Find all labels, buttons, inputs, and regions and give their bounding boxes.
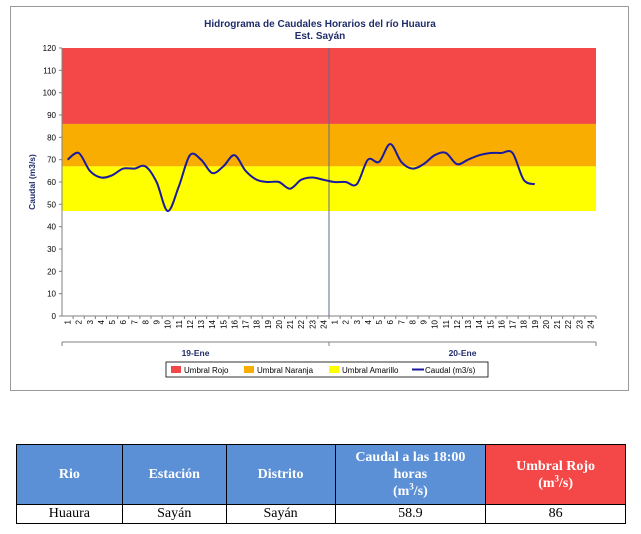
legend-swatch — [171, 366, 181, 373]
header-caudal: Caudal a las 18:00 horas (m3/s) — [334, 444, 487, 505]
header-estacion: Estación — [121, 444, 227, 505]
x-tick-label: 15 — [219, 319, 228, 328]
x-tick-label: 8 — [408, 319, 417, 324]
x-tick-label: 1 — [331, 319, 340, 324]
y-axis-label: Caudal (m3/s) — [27, 154, 37, 210]
chart-title: Hidrograma de Caudales Horarios del río … — [204, 19, 436, 30]
header-distrito: Distrito — [225, 444, 336, 505]
x-tick-label: 19 — [264, 319, 273, 328]
x-tick-label: 9 — [420, 319, 429, 324]
x-tick-label: 24 — [319, 319, 328, 328]
legend-box — [165, 361, 489, 378]
y-tick-label: 90 — [47, 111, 56, 120]
x-tick-label: 3 — [353, 319, 362, 324]
x-tick-label: 12 — [186, 319, 195, 328]
x-tick-label: 18 — [253, 319, 262, 328]
y-tick-label: 80 — [47, 133, 56, 142]
x-tick-label: 22 — [564, 319, 573, 328]
x-tick-label: 10 — [164, 319, 173, 328]
legend-label: Caudal (m3/s) — [425, 366, 476, 375]
x-tick-label: 20 — [542, 319, 551, 328]
station-table: Rio Estación Distrito Caudal a las 18:00… — [16, 444, 626, 524]
y-tick-label: 70 — [47, 156, 56, 165]
x-tick-label: 21 — [286, 319, 295, 328]
hydrograph-chart: Hidrograma de Caudales Horarios del río … — [27, 19, 597, 378]
y-tick-label: 50 — [47, 200, 56, 209]
legend-label: Umbral Rojo — [184, 366, 229, 375]
x-tick-label: 10 — [431, 319, 440, 328]
legend-label: Umbral Amarillo — [342, 366, 399, 375]
x-tick-label: 15 — [486, 319, 495, 328]
x-tick-label: 8 — [141, 319, 150, 324]
x-tick-label: 11 — [442, 319, 451, 328]
x-tick-label: 6 — [119, 319, 128, 324]
header-umbral-rojo: Umbral Rojo (m3/s) — [485, 444, 626, 505]
x-tick-label: 7 — [397, 319, 406, 324]
x-tick-label: 9 — [153, 319, 162, 324]
y-tick-label: 120 — [43, 44, 57, 53]
x-tick-label: 13 — [197, 319, 206, 328]
series-line-caudal — [66, 143, 536, 213]
x-tick-label: 6 — [386, 319, 395, 324]
x-tick-label: 14 — [208, 319, 217, 328]
y-tick-label: 10 — [47, 290, 56, 299]
x-tick-label: 21 — [553, 319, 562, 328]
x-tick-label: 22 — [297, 319, 306, 328]
cell-umbral: 86 — [485, 504, 626, 524]
x-tick-label: 24 — [586, 319, 595, 328]
x-tick-label: 2 — [342, 319, 351, 324]
y-tick-label: 60 — [47, 178, 56, 187]
x-tick-label: 2 — [75, 319, 84, 324]
y-tick-label: 0 — [52, 312, 57, 321]
legend-swatch — [244, 366, 254, 373]
y-tick-label: 110 — [43, 66, 56, 75]
y-tick-label: 20 — [47, 267, 56, 276]
x-tick-label: 20 — [275, 319, 284, 328]
chart-frame: Hidrograma de Caudales Horarios del río … — [10, 6, 629, 391]
cell-caudal: 58.9 — [334, 504, 487, 524]
table-header-row: Rio Estación Distrito Caudal a las 18:00… — [16, 444, 626, 505]
x-tick-label: 16 — [230, 319, 239, 328]
x-tick-label: 1 — [64, 319, 73, 324]
header-caudal-unit: (m3/s) — [392, 481, 428, 499]
x-tick-label: 5 — [375, 319, 384, 324]
x-tick-label: 11 — [175, 319, 184, 328]
x-tick-label: 12 — [453, 319, 462, 328]
cell-rio: Huaura — [16, 504, 123, 524]
header-umbral-unit: (m3/s) — [538, 472, 574, 491]
table-row: Huaura Sayán Sayán 58.9 86 — [16, 504, 626, 524]
x-tick-label: 7 — [130, 319, 139, 324]
x-tick-label: 3 — [86, 319, 95, 324]
cell-distrito: Sayán — [225, 504, 336, 524]
x-tick-label: 5 — [108, 319, 117, 324]
y-tick-label: 30 — [47, 245, 56, 254]
x-tick-label: 16 — [497, 319, 506, 328]
cell-estacion: Sayán — [121, 504, 227, 524]
x-tick-label: 23 — [575, 319, 584, 328]
x-tick-label: 17 — [509, 319, 518, 328]
x-tick-label: 13 — [464, 319, 473, 328]
chart-subtitle: Est. Sayán — [295, 31, 346, 42]
y-tick-label: 40 — [47, 223, 56, 232]
x-tick-label: 4 — [364, 319, 373, 324]
day-label: 19-Ene — [182, 348, 210, 358]
x-tick-label: 17 — [242, 319, 251, 328]
x-tick-label: 4 — [97, 319, 106, 324]
legend-swatch — [329, 366, 339, 373]
x-tick-label: 19 — [531, 319, 540, 328]
y-tick-label: 100 — [43, 89, 57, 98]
header-umbral-label: Umbral Rojo — [516, 458, 596, 474]
header-caudal-label: Caudal a las 18:00 horas — [355, 450, 466, 482]
legend-label: Umbral Naranja — [257, 366, 314, 375]
x-tick-label: 18 — [520, 319, 529, 328]
x-tick-label: 23 — [308, 319, 317, 328]
header-rio: Rio — [16, 444, 123, 505]
day-label: 20-Ene — [449, 348, 477, 358]
x-tick-label: 14 — [475, 319, 484, 328]
